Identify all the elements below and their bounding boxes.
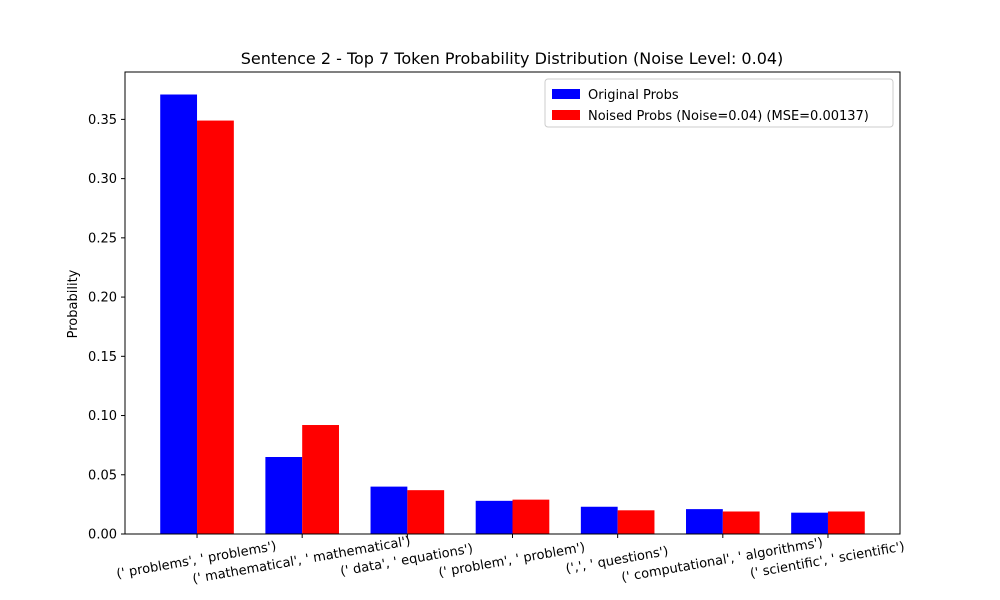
- legend-swatch: [552, 89, 580, 99]
- y-axis-label: Probability: [66, 269, 81, 338]
- y-tick-label: 0.15: [88, 350, 117, 365]
- legend-label: Noised Probs (Noise=0.04) (MSE=0.00137): [588, 109, 869, 124]
- bar-noised-5: [722, 511, 760, 534]
- bar-noised-4: [617, 510, 655, 534]
- bar-original-4: [580, 506, 618, 534]
- bar-noised-2: [407, 490, 445, 534]
- bar-original-0: [160, 94, 198, 534]
- legend-label: Original Probs: [588, 88, 679, 103]
- bar-original-2: [370, 486, 408, 534]
- y-tick-label: 0.10: [88, 409, 117, 424]
- bar-noised-6: [827, 511, 865, 534]
- chart-title: Sentence 2 - Top 7 Token Probability Dis…: [241, 49, 784, 68]
- y-ticks: 0.00 0.05 0.10 0.15 0.20 0.25 0.30 0.35: [88, 113, 125, 543]
- y-tick-label: 0.35: [88, 113, 117, 128]
- y-tick-label: 0.00: [88, 528, 117, 543]
- y-tick-label: 0.30: [88, 172, 117, 187]
- x-ticks: (' problems', ' problems')(' mathematica…: [115, 534, 905, 587]
- bar-original-6: [791, 512, 828, 534]
- bar-noised-1: [302, 425, 339, 534]
- legend: Original Probs Noised Probs (Noise=0.04) …: [544, 78, 894, 128]
- legend-box: [544, 78, 894, 128]
- bar-noised-3: [512, 499, 550, 534]
- plot-frame: [124, 71, 901, 535]
- y-tick-label: 0.05: [88, 468, 117, 483]
- y-tick-label: 0.20: [88, 291, 117, 306]
- bar-noised-0: [197, 120, 234, 535]
- bar-original-5: [686, 509, 723, 534]
- bar-original-1: [265, 457, 303, 534]
- legend-swatch: [552, 110, 580, 120]
- bars-group: [160, 94, 865, 535]
- bar-original-3: [475, 500, 513, 534]
- y-tick-label: 0.25: [88, 231, 117, 246]
